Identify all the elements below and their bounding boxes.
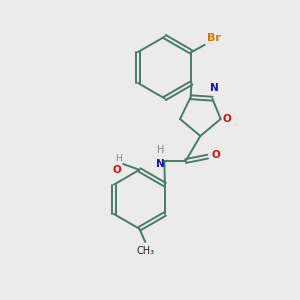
Text: CH₃: CH₃ [136,245,154,256]
Text: H: H [157,145,165,154]
Text: O: O [211,150,220,160]
Text: H: H [115,154,122,163]
Text: O: O [113,166,122,176]
Text: Br: Br [207,33,221,43]
Text: O: O [223,114,232,124]
Text: N: N [157,159,165,169]
Text: N: N [209,83,218,93]
